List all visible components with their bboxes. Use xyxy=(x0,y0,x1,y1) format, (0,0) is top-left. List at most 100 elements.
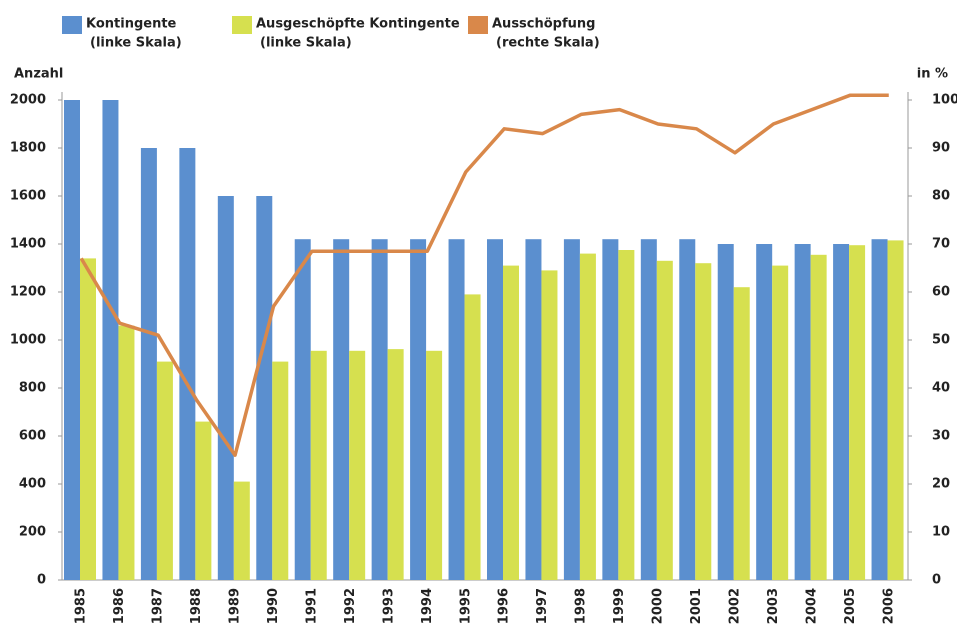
bar xyxy=(64,100,80,580)
y-tick-label: 0 xyxy=(37,573,46,588)
legend-note: (linke Skala) xyxy=(260,36,352,51)
bar xyxy=(887,240,904,580)
bar xyxy=(256,196,273,580)
bar xyxy=(80,258,96,580)
x-tick-label: 1986 xyxy=(112,588,127,624)
bar xyxy=(772,265,789,580)
bar xyxy=(310,350,327,580)
bar xyxy=(333,239,350,580)
bar xyxy=(579,253,596,580)
x-tick-label: 1996 xyxy=(497,588,512,624)
y2-tick-label: 40 xyxy=(932,381,950,396)
y-tick-label: 1200 xyxy=(10,285,46,300)
bar xyxy=(756,244,773,580)
x-tick-label: 1994 xyxy=(420,588,435,624)
y-tick-label: 600 xyxy=(19,429,46,444)
bar xyxy=(849,245,866,580)
x-tick-label: 1990 xyxy=(266,588,281,624)
y2-tick-label: 90 xyxy=(932,141,950,156)
bar xyxy=(118,325,135,580)
y2-tick-label: 10 xyxy=(932,525,950,540)
legend-note: (rechte Skala) xyxy=(496,36,600,51)
legend-label: Kontingente xyxy=(86,17,177,32)
legend-note: (linke Skala) xyxy=(90,36,182,51)
bar xyxy=(179,148,196,580)
x-tick-label: 2003 xyxy=(766,588,781,624)
legend-swatch xyxy=(468,16,488,34)
x-tick-label: 2000 xyxy=(651,588,666,624)
y2-tick-label: 20 xyxy=(932,477,950,492)
y-tick-label: 1400 xyxy=(10,237,46,252)
legend-label: Ausgeschöpfte Kontingente xyxy=(256,17,460,32)
bar xyxy=(371,239,388,580)
bar xyxy=(426,350,443,580)
x-tick-label: 1987 xyxy=(151,588,166,624)
x-tick-label: 2005 xyxy=(843,588,858,624)
bar xyxy=(349,350,366,580)
bar xyxy=(487,239,503,580)
bar xyxy=(563,239,580,580)
bar xyxy=(387,349,404,580)
bar xyxy=(833,244,850,580)
y2-tick-label: 30 xyxy=(932,429,950,444)
x-tick-label: 2004 xyxy=(804,588,819,624)
line xyxy=(79,93,889,457)
y-tick-label: 400 xyxy=(19,477,46,492)
x-tick-label: 2001 xyxy=(689,588,704,624)
bar xyxy=(640,239,657,580)
x-tick-label: 1991 xyxy=(304,588,319,624)
bar xyxy=(794,244,811,580)
bar xyxy=(448,239,465,580)
y-tick-label: 1000 xyxy=(10,333,46,348)
bar xyxy=(656,260,673,580)
bar xyxy=(102,100,119,580)
x-tick-label: 1995 xyxy=(458,588,473,624)
y-axis-label: Anzahl xyxy=(14,67,63,82)
y2-tick-label: 70 xyxy=(932,237,950,252)
y2-tick-label: 100 xyxy=(932,93,957,108)
bar xyxy=(410,239,427,580)
bar xyxy=(140,148,157,580)
bar xyxy=(272,361,289,580)
y-tick-label: 2000 xyxy=(10,93,46,108)
y2-tick-label: 50 xyxy=(932,333,950,348)
x-tick-label: 1993 xyxy=(381,588,396,624)
x-tick-label: 1985 xyxy=(74,588,89,624)
legend-swatch xyxy=(62,16,82,34)
x-tick-label: 1992 xyxy=(343,588,358,624)
bar xyxy=(602,239,619,580)
legend-swatch xyxy=(232,16,252,34)
x-tick-label: 1988 xyxy=(189,588,204,624)
bar xyxy=(294,239,311,580)
x-tick-label: 2006 xyxy=(881,588,896,624)
bar xyxy=(679,239,696,580)
bar xyxy=(217,196,234,580)
y2-tick-label: 0 xyxy=(932,573,941,588)
bar xyxy=(618,250,635,580)
y2-tick-label: 60 xyxy=(932,285,950,300)
x-tick-label: 1989 xyxy=(228,588,243,624)
x-tick-label: 1997 xyxy=(535,588,550,624)
y-tick-label: 1800 xyxy=(10,141,46,156)
bar xyxy=(541,270,558,580)
y-tick-label: 1600 xyxy=(10,189,46,204)
bar xyxy=(503,265,519,580)
x-tick-label: 2002 xyxy=(727,588,742,624)
x-tick-label: 1998 xyxy=(574,588,589,624)
bar xyxy=(717,244,734,580)
bar xyxy=(695,263,712,580)
legend-label: Ausschöpfung xyxy=(492,17,595,32)
x-tick-label: 1999 xyxy=(612,588,627,624)
y-tick-label: 800 xyxy=(19,381,46,396)
bar xyxy=(733,287,750,580)
bar xyxy=(525,239,542,580)
bar xyxy=(464,294,481,580)
bar xyxy=(810,254,827,581)
bar xyxy=(233,481,250,580)
bar xyxy=(156,361,173,580)
y2-axis-label: in % xyxy=(917,67,948,82)
bar xyxy=(871,239,888,580)
y2-tick-label: 80 xyxy=(932,189,950,204)
